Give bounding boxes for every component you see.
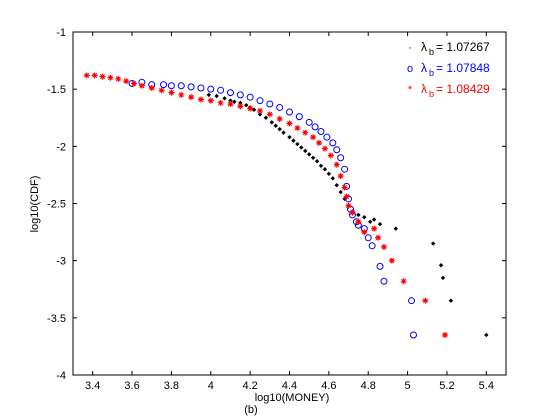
legend-value-2: = 1.07848	[436, 61, 490, 75]
data-point-star	[287, 120, 293, 126]
data-point-star	[349, 210, 355, 216]
y-tick-label: -3	[56, 256, 66, 268]
data-point-star	[92, 72, 98, 78]
y-tick-label: -1.5	[47, 84, 66, 96]
data-point-star	[442, 332, 448, 338]
data-point-star	[107, 75, 113, 81]
x-axis-label: log10(MONEY)	[255, 392, 330, 404]
x-tick-label: 5.2	[439, 380, 454, 392]
data-point-star	[257, 108, 263, 114]
legend-lambda-1: λ	[421, 40, 427, 54]
y-tick-label: -3.5	[47, 313, 66, 325]
data-point-star	[227, 101, 233, 107]
data-point-star	[344, 194, 350, 200]
legend-subscript-3: b	[429, 89, 434, 99]
x-tick-label: 4	[208, 380, 214, 392]
legend-lambda-3: λ	[421, 82, 427, 96]
y-tick-label: -2.5	[47, 199, 66, 211]
x-tick-label: 5	[405, 380, 411, 392]
legend-subscript-2: b	[429, 68, 434, 78]
legend-symbol-1: ·	[408, 42, 412, 54]
x-tick-label: 3.6	[124, 380, 139, 392]
legend-symbol-2: o	[407, 63, 413, 75]
data-point-star	[84, 72, 90, 78]
y-tick-label: -2	[56, 141, 66, 153]
y-tick-label: -4	[56, 370, 66, 382]
legend-value-1: = 1.07267	[436, 40, 490, 54]
x-tick-label: 4.2	[242, 380, 257, 392]
data-point-star	[115, 76, 121, 82]
data-point-star	[401, 278, 407, 284]
figure-caption: (b)	[244, 404, 257, 416]
y-tick-label: -1	[56, 27, 66, 39]
x-tick-label: 4.4	[282, 380, 297, 392]
legend-symbol-3: *	[408, 84, 413, 96]
legend-subscript-1: b	[429, 47, 434, 57]
x-tick-label: 5.4	[479, 380, 494, 392]
x-tick-label: 4.6	[321, 380, 336, 392]
data-point-star	[267, 111, 273, 117]
data-point-star	[100, 74, 106, 80]
y-axis-label: log10(CDF)	[29, 176, 41, 233]
legend-lambda-2: λ	[421, 61, 427, 75]
x-tick-label: 3.4	[85, 380, 100, 392]
data-point-star	[237, 103, 243, 109]
legend-value-3: = 1.08429	[436, 82, 490, 96]
data-point-star	[277, 116, 283, 122]
x-tick-label: 4.8	[361, 380, 376, 392]
x-tick-label: 3.8	[164, 380, 179, 392]
data-point-star	[178, 92, 184, 98]
